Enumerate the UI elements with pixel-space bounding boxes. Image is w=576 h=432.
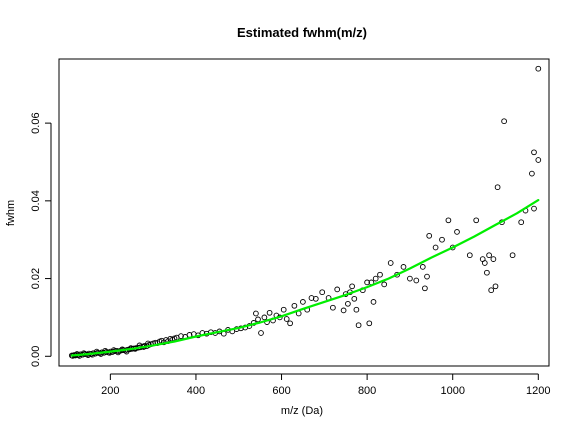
data-point <box>473 217 480 224</box>
data-point <box>484 269 490 276</box>
data-point <box>486 252 492 259</box>
data-point <box>494 184 501 191</box>
data-point <box>387 260 394 266</box>
fit-line <box>70 199 540 357</box>
data-point <box>364 279 370 286</box>
data-point <box>535 65 542 72</box>
x-tick-label: 400 <box>187 385 205 397</box>
data-point <box>355 322 362 329</box>
y-tick-label: 0.04 <box>30 190 42 211</box>
data-point <box>529 170 535 177</box>
data-point <box>266 309 273 316</box>
data-point <box>178 333 184 339</box>
data-point <box>518 219 525 226</box>
data-point <box>280 306 287 313</box>
data-point <box>300 299 306 305</box>
x-axis-label: m/z (Da) <box>281 405 323 417</box>
data-point <box>466 252 473 259</box>
plot-frame <box>58 58 550 367</box>
data-point <box>407 275 413 282</box>
data-point <box>445 217 452 224</box>
data-point <box>432 244 439 251</box>
data-point <box>372 275 379 282</box>
data-point <box>319 289 326 296</box>
data-point <box>377 271 383 278</box>
y-axis: 0.00 0.02 0.04 0.06 <box>30 112 52 367</box>
data-point <box>490 256 497 262</box>
chart-title: Estimated fwhm(m/z) <box>237 25 367 40</box>
data-point <box>400 264 407 270</box>
data-point <box>345 300 351 307</box>
data-point <box>509 252 516 259</box>
scatter-points <box>68 65 542 359</box>
data-point <box>258 330 264 336</box>
y-tick-label: 0.06 <box>30 112 42 133</box>
data-point <box>454 229 460 235</box>
data-point <box>351 295 358 302</box>
data-point <box>349 283 355 290</box>
data-point <box>439 236 445 243</box>
data-point <box>370 299 377 305</box>
data-point <box>531 205 537 212</box>
data-point <box>381 281 388 288</box>
data-point <box>312 295 319 302</box>
data-point <box>422 285 428 292</box>
data-point <box>419 264 426 270</box>
x-tick-label: 200 <box>101 385 119 397</box>
x-tick-label: 1200 <box>526 385 550 397</box>
data-point <box>287 320 293 327</box>
data-point <box>353 306 360 313</box>
x-tick-label: 1000 <box>440 385 464 397</box>
data-point <box>261 314 268 321</box>
data-point <box>531 149 537 156</box>
data-point <box>291 302 298 309</box>
data-point <box>340 307 347 314</box>
data-point <box>535 157 542 163</box>
y-tick-label: 0.02 <box>30 268 42 289</box>
data-point <box>481 260 488 266</box>
data-point <box>492 283 499 290</box>
fit-line-group <box>70 199 540 357</box>
data-point <box>426 232 433 239</box>
x-tick-label: 600 <box>272 385 290 397</box>
data-point <box>501 118 507 125</box>
data-point <box>253 310 259 317</box>
data-point <box>413 277 420 284</box>
data-point <box>488 287 495 294</box>
data-point <box>330 304 336 311</box>
data-point <box>255 316 261 323</box>
data-point <box>366 320 373 327</box>
x-axis: 200 400 600 800 1000 1200 <box>101 373 551 397</box>
x-tick-label: 800 <box>358 385 376 397</box>
data-point <box>424 273 430 280</box>
data-point <box>334 286 341 293</box>
data-point <box>283 316 290 322</box>
y-axis-label: fwhm <box>5 200 17 226</box>
y-tick-label: 0.00 <box>30 346 42 367</box>
